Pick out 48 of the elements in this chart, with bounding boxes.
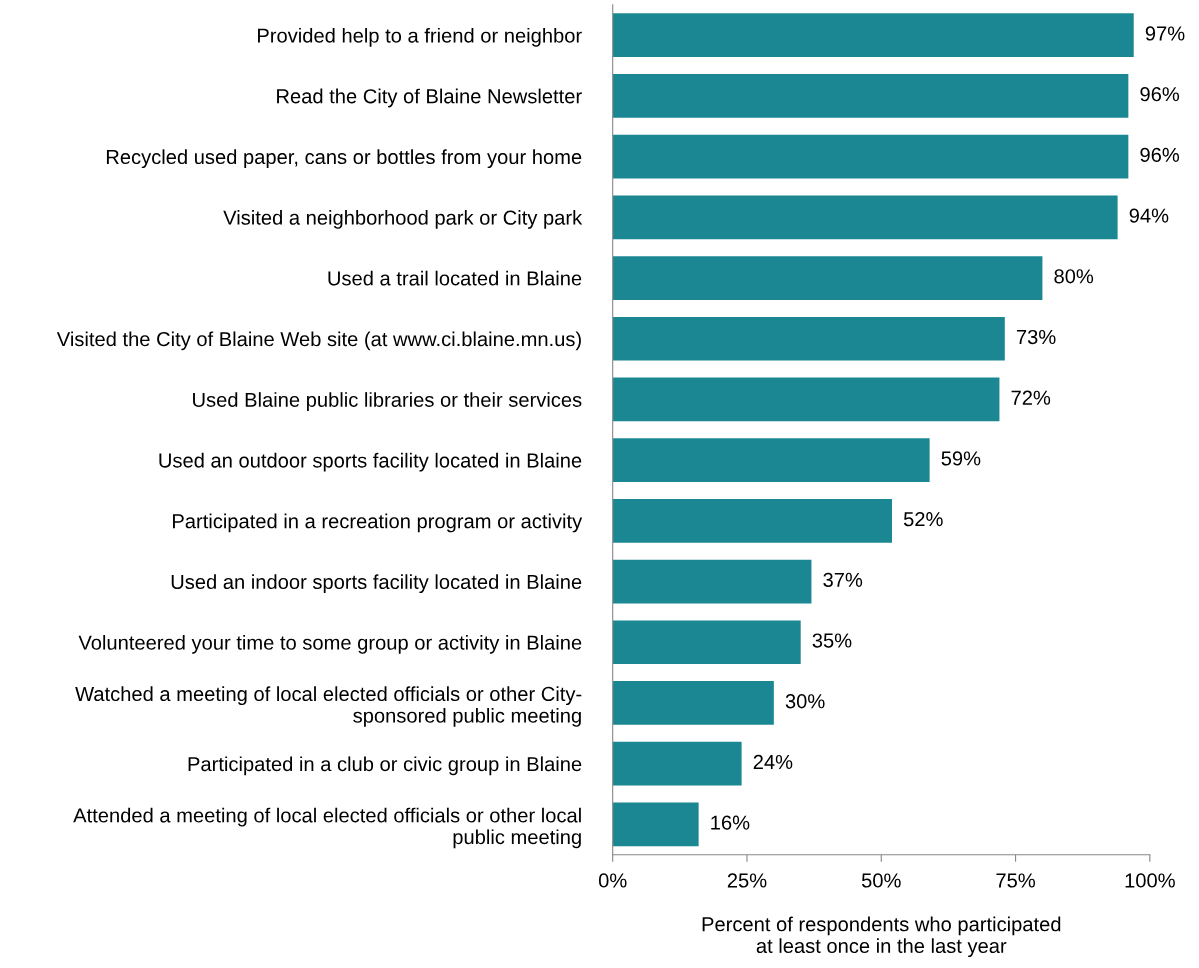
y-tick-label: Recycled used paper, cans or bottles from your home: [106, 149, 582, 169]
y-tick-label: Read the City of Blaine Newsletter: [277, 88, 582, 108]
bar: [612, 802, 699, 847]
x-tick-label: 0%: [598, 873, 627, 888]
y-tick-label: Participated in a recreation program or activity: [173, 513, 583, 533]
data-label: 73%: [1016, 329, 1056, 345]
y-tick-label: Used a trail located in Blaine: [328, 270, 582, 286]
data-label: 52%: [903, 512, 943, 527]
data-label: 37%: [823, 572, 863, 587]
y-tick-label: Used Blaine public libraries or their services: [193, 392, 582, 411]
data-label: 96%: [1140, 147, 1180, 163]
x-tick-label: 100%: [1125, 873, 1175, 888]
x-tick-label: 25%: [727, 873, 767, 888]
bar: [612, 499, 893, 543]
y-tick-label: Provided help to a friend or neighbor: [258, 27, 582, 47]
data-label: 80%: [1054, 269, 1094, 284]
data-label: 94%: [1129, 208, 1169, 223]
bar: [612, 256, 1043, 300]
x-axis-title: Percent of respondents who participated at least once in the last year: [702, 916, 1061, 958]
data-label: 24%: [753, 754, 793, 770]
bar: [612, 316, 1005, 361]
bar: [612, 681, 774, 725]
y-tick-label: Watched a meeting of local elected officials or other City- sponsored public meeting: [75, 686, 582, 727]
bar: [612, 559, 812, 604]
y-tick-label: Visited a neighborhood park or City park: [223, 210, 583, 229]
y-tick-label: Used an indoor sports facility located in Blaine: [171, 574, 582, 594]
y-tick-label: Visited the City of Blaine Web site (at www.ci.blaine.mn.us): [56, 331, 581, 351]
y-tick-label: Used an outdoor sports facility located in Blaine: [159, 452, 582, 472]
data-label: 96%: [1140, 87, 1180, 102]
bar: [612, 741, 742, 786]
y-tick-label: Attended a meeting of local elected officials or other local public meeting: [73, 807, 581, 849]
x-tick-label: 50%: [861, 873, 901, 888]
bar: [612, 74, 1129, 118]
y-tick-label: Participated in a club or civic group in Blaine: [188, 756, 582, 776]
data-label: 59%: [941, 451, 981, 466]
bar: [612, 195, 1118, 240]
x-tick-label: 75%: [996, 873, 1035, 888]
bar: [612, 377, 1000, 422]
data-label: 97%: [1145, 26, 1185, 41]
data-label: 35%: [812, 633, 852, 648]
y-tick-label: Volunteered your time to some group or activity in Blaine: [78, 634, 582, 654]
bar: [612, 438, 930, 482]
data-label: 16%: [711, 815, 750, 830]
bar: [612, 134, 1129, 179]
bar: [612, 13, 1134, 58]
data-label: 72%: [1011, 390, 1051, 405]
data-label: 30%: [785, 694, 825, 709]
bar: [612, 620, 801, 665]
